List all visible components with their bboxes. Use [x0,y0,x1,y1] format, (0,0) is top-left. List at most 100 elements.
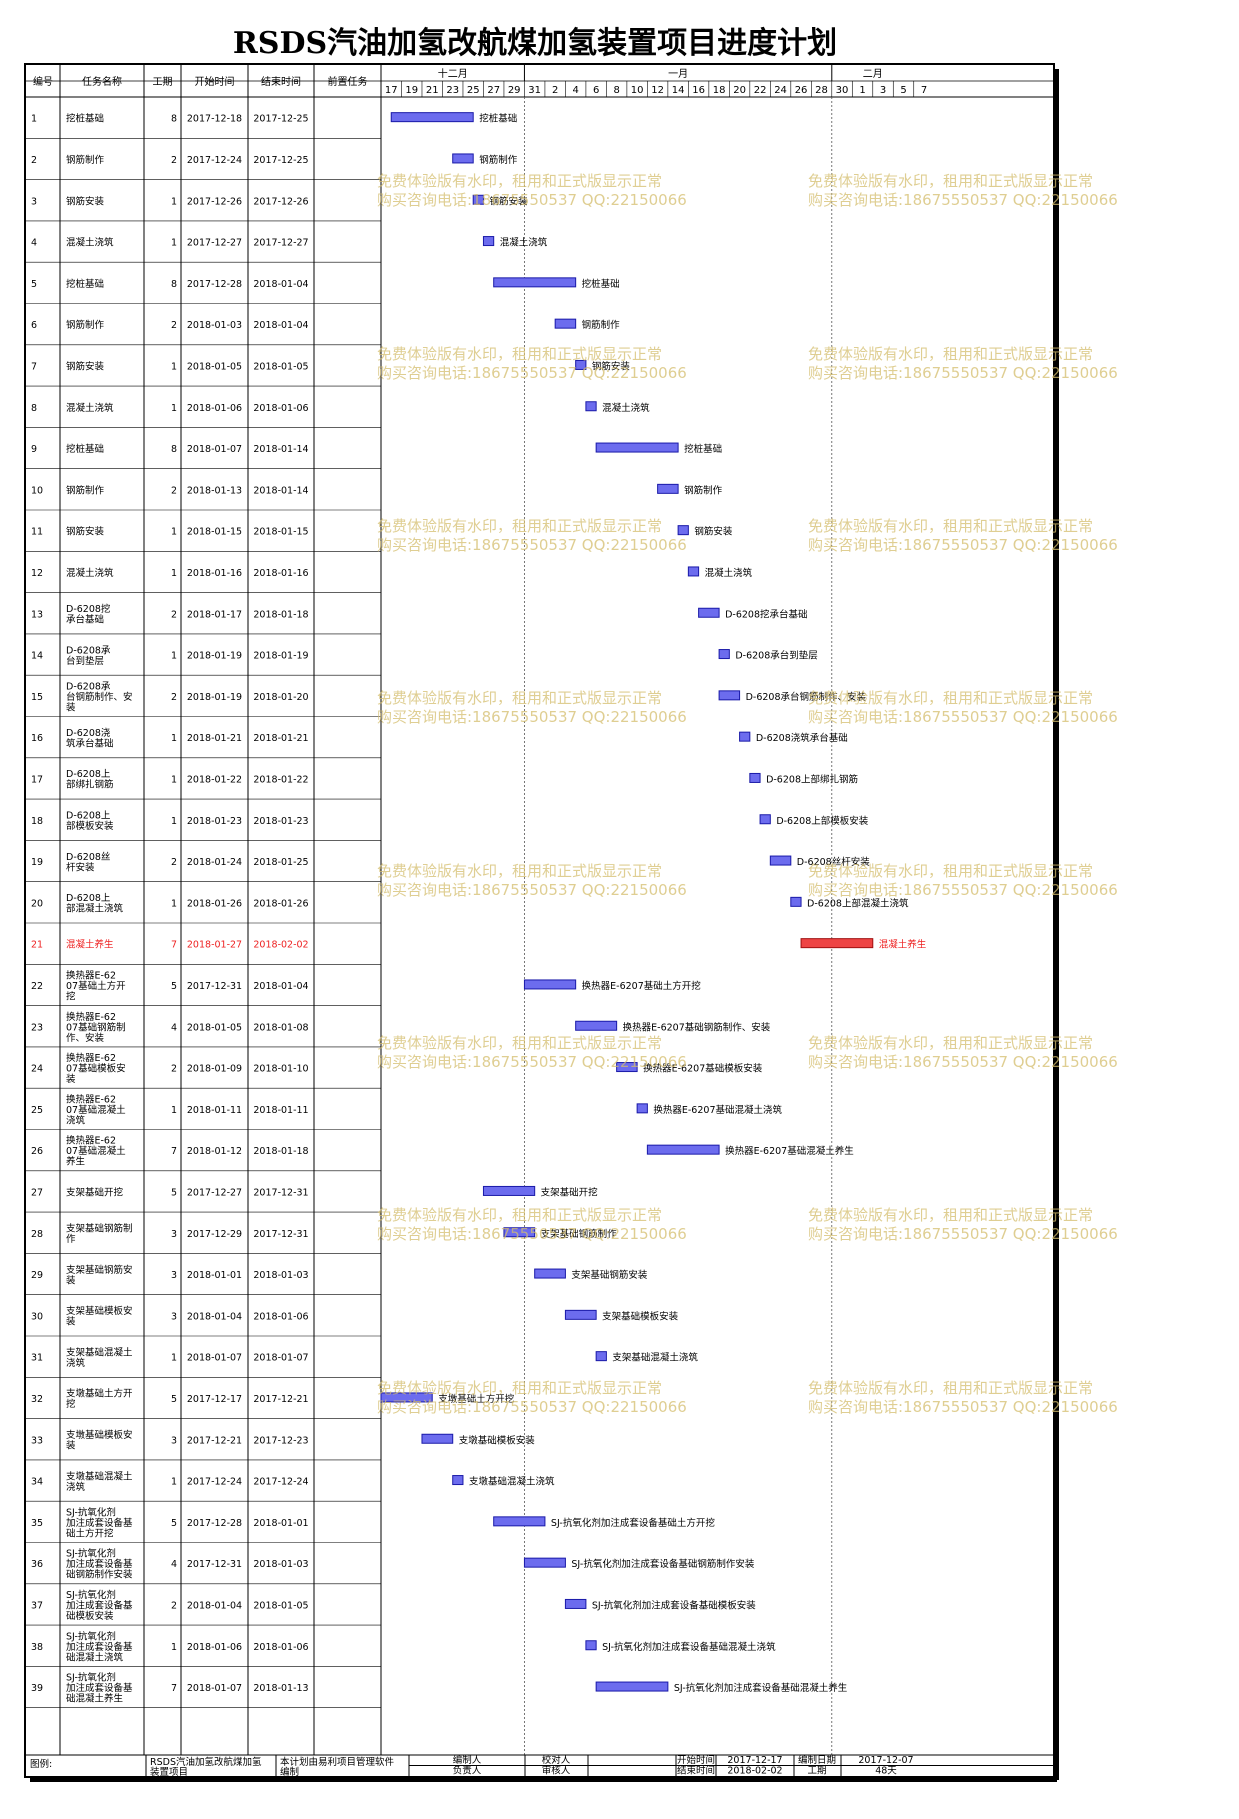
gantt-bar [452,1475,464,1486]
gantt-bar-label: D-6208承台钢筋制作、安装 [746,691,867,703]
gantt-bar [749,772,761,783]
task-name: 换热器E-62 [66,1052,116,1064]
task-end: 2018-01-10 [253,1064,308,1075]
task-name: 装 [66,1274,76,1286]
gantt-bar [452,153,474,164]
gantt-bar [472,194,484,205]
gantt-bar [575,359,587,370]
task-name: 钢筋安装 [66,526,105,538]
task-end: 2018-01-08 [253,1022,308,1033]
task-name: 支架基础模板安 [66,1305,133,1317]
task-end: 2018-01-15 [253,527,308,538]
day-tick-label: 12 [651,85,664,96]
task-duration: 5 [171,981,177,992]
day-tick-label: 8 [613,85,619,96]
task-end: 2018-01-05 [253,361,308,372]
task-name: 装 [66,701,76,713]
task-duration: 8 [171,114,177,125]
day-tick-label: 22 [754,85,767,96]
task-name: 支墩基础土方开 [66,1388,133,1400]
task-duration: 1 [171,361,177,372]
gantt-bar-label: 支墩基础模板安装 [459,1434,536,1446]
task-duration: 2 [171,1064,177,1075]
task-id: 22 [31,981,43,992]
task-name: 混凝土浇筑 [66,402,114,414]
task-name: 部模板安装 [66,820,114,832]
task-end: 2018-01-25 [253,857,308,868]
gantt-bar [636,1103,648,1114]
task-start: 2018-01-06 [187,403,242,414]
task-name: 钢筋制作 [66,154,105,166]
task-id: 36 [31,1559,43,1570]
gantt-bar [380,1392,433,1403]
task-start: 2017-12-21 [187,1435,242,1446]
gantt-bar [698,607,720,618]
task-end: 2017-12-31 [253,1229,308,1240]
day-tick-label: 16 [692,85,705,96]
gantt-bar-label: SJ-抗氧化剂加注成套设备基础钢筋制作安装 [571,1558,754,1570]
task-duration: 3 [171,1229,177,1240]
task-duration: 3 [171,1311,177,1322]
task-duration: 7 [171,1683,177,1694]
gantt-bar-label: 挖桩基础 [582,278,620,290]
task-duration: 5 [171,1518,177,1529]
task-duration: 1 [171,1477,177,1488]
task-id: 9 [31,444,37,455]
gantt-bar [718,690,741,701]
task-start: 2018-01-04 [187,1311,242,1322]
task-name: 养生 [66,1156,86,1168]
task-name: 混凝土养生 [66,939,114,951]
gantt-bar [657,483,679,494]
task-id: 24 [31,1064,43,1075]
task-id: 18 [31,816,43,827]
footer-cell: 开始时间 [677,1754,715,1766]
task-start: 2018-01-13 [187,485,242,496]
day-tick-label: 4 [572,85,578,96]
task-id: 15 [31,692,43,703]
gantt-bar [677,525,689,536]
task-id: 32 [31,1394,43,1405]
month-label: 二月 [863,68,883,80]
task-name: 浇筑 [66,1481,86,1493]
task-id: 16 [31,733,43,744]
task-name: 挖桩基础 [66,113,104,125]
gantt-bar-label: 钢筋安装 [489,195,528,207]
task-name: 换热器E-62 [66,969,116,981]
task-name: 钢筋安装 [66,360,105,372]
task-id: 33 [31,1435,43,1446]
task-duration: 8 [171,279,177,290]
gantt-bar [718,649,730,660]
gantt-bar [482,236,495,247]
day-tick-label: 29 [508,85,521,96]
gantt-bar-label: D-6208上部模板安装 [776,815,868,827]
task-id: 21 [31,940,43,951]
gantt-bar [687,566,700,577]
task-start: 2017-12-28 [187,279,242,290]
gantt-bar-label: 支墩基础土方开挖 [438,1393,515,1405]
task-name: D-6208丝 [66,851,110,863]
task-start: 2018-01-23 [187,816,242,827]
column-header: 开始时间 [195,75,235,88]
footer-project-name: RSDS汽油加氢改航煤加氢 [150,1756,262,1768]
task-start: 2018-01-16 [187,568,242,579]
task-name: 07基础混凝土 [66,1104,126,1116]
task-id: 20 [31,898,43,909]
task-duration: 1 [171,403,177,414]
gantt-bar [595,442,679,453]
task-name: 挖 [66,1398,76,1410]
task-start: 2018-01-22 [187,774,242,785]
day-tick-label: 6 [593,85,599,96]
task-id: 38 [31,1642,43,1653]
gantt-bar-label: 混凝土浇筑 [705,567,753,579]
task-name: 浇筑 [66,1357,86,1369]
task-end: 2018-01-05 [253,1600,308,1611]
gantt-bar-label: 支架基础混凝土浇筑 [612,1352,698,1364]
task-name: 部混凝土浇筑 [66,903,124,915]
task-id: 10 [31,485,43,496]
task-name: 础混凝土养生 [66,1693,124,1705]
task-duration: 1 [171,1353,177,1364]
task-id: 28 [31,1229,43,1240]
task-id: 11 [31,527,43,538]
task-duration: 2 [171,485,177,496]
